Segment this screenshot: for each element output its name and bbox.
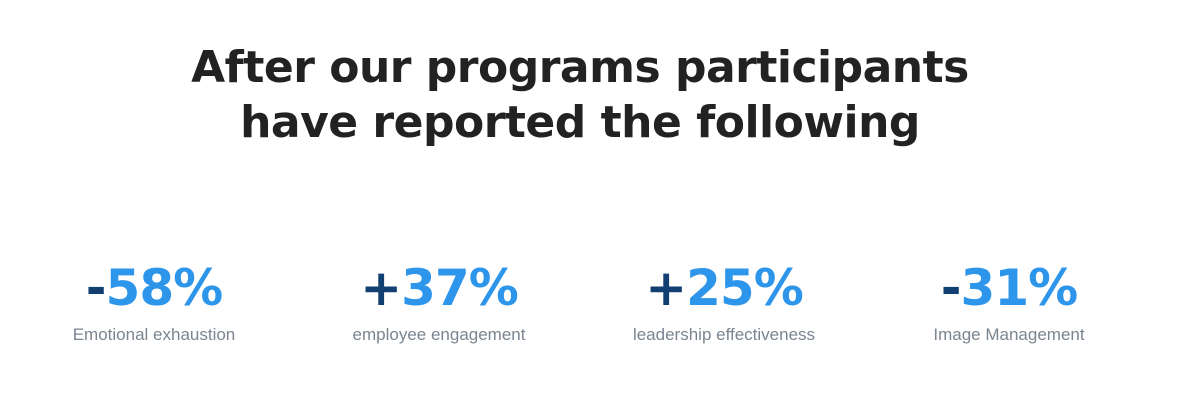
page-headline: After our programs participants have rep… [0, 40, 1160, 150]
stat-leadership-effectiveness: +25% leadership effectiveness [594, 256, 854, 346]
stat-label: employee engagement [352, 325, 526, 344]
stat-value: +37% [309, 256, 569, 320]
stat-employee-engagement: +37% employee engagement [309, 256, 569, 346]
stat-sign: - [85, 259, 107, 317]
stat-label: Image Management [933, 325, 1085, 344]
stat-sign: + [360, 259, 402, 317]
stat-number: 31% [960, 259, 1079, 317]
stat-value: +25% [594, 256, 854, 320]
stat-number: 25% [686, 259, 804, 317]
stat-image-management: -31% Image Management [879, 256, 1139, 346]
stats-row: -58% Emotional exhaustion +37% employee … [0, 256, 1177, 366]
stat-sign: + [645, 259, 687, 317]
stat-label: leadership effectiveness [632, 325, 816, 344]
stat-label: Emotional exhaustion [72, 325, 236, 344]
stat-emotional-exhaustion: -58% Emotional exhaustion [24, 256, 284, 346]
headline-line-2: have reported the following [240, 97, 920, 148]
stat-value: -58% [24, 256, 284, 320]
stat-value: -31% [879, 256, 1139, 320]
headline-line-1: After our programs participants [191, 42, 969, 93]
stat-number: 37% [401, 259, 519, 317]
stat-sign: - [940, 259, 962, 317]
stat-number: 58% [105, 259, 224, 317]
